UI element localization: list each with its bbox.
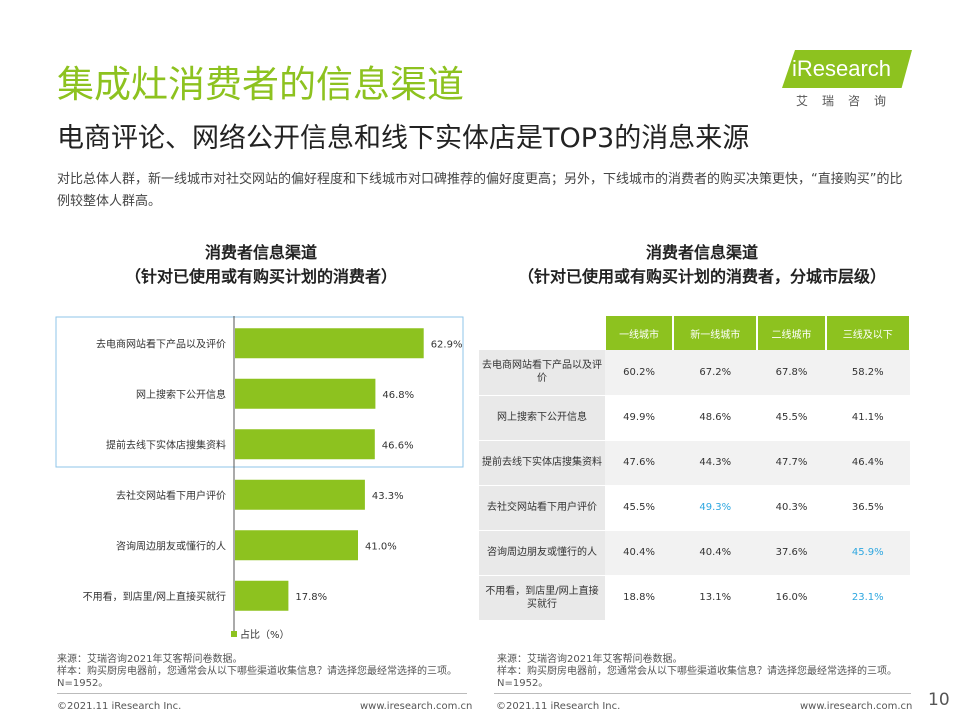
category-label: 不用看，到店里/网上直接买就行 [83, 590, 226, 603]
left-chart-title-line2: （针对已使用或有购买计划的消费者） [124, 267, 397, 286]
table-cell: 36.5% [825, 485, 910, 531]
legend-label: 占比（%） [240, 628, 290, 641]
data-label: 17.8% [295, 592, 327, 603]
bar [235, 580, 289, 611]
table-column-header: 一线城市 [605, 316, 675, 350]
bar [235, 479, 365, 510]
table-cell: 40.3% [757, 485, 826, 531]
left-chart-title-line1: 消费者信息渠道 [204, 243, 317, 262]
table-row-label: 去电商网站看下产品以及评价 [479, 350, 605, 396]
bar [235, 429, 375, 460]
source-line2: 样本：购买厨房电器前，您通常会从以下哪些渠道收集信息？请选择您最经常选择的三项。… [57, 666, 457, 689]
left-chart-title: 消费者信息渠道 （针对已使用或有购买计划的消费者） [56, 241, 466, 289]
table-cell: 67.8% [757, 350, 826, 396]
table-cell: 60.2% [605, 350, 674, 396]
legend-swatch [231, 631, 237, 637]
description-text: 对比总体人群，新一线城市对社交网站的偏好程度和下线城市对口碑推荐的偏好度更高；另… [57, 172, 903, 209]
right-chart-title-line2: （针对已使用或有购买计划的消费者，分城市层级） [517, 267, 886, 286]
city-tier-table: 一线城市 新一线城市 二线城市 三线及以下 去电商网站看下产品以及评价 60.2% 67.… [479, 316, 912, 621]
page-subtitle: 电商评论、网络公开信息和线下实体店是TOP3的消息来源 [57, 123, 750, 154]
table-cell: 18.8% [605, 575, 674, 621]
table-column-header: 二线城市 [757, 316, 827, 350]
page-number: 10 [928, 690, 950, 710]
table-cell: 49.9% [605, 395, 674, 441]
footer-copyright-left: ©2021.11 iResearch Inc. [57, 701, 182, 712]
bar [235, 328, 424, 359]
table-row: 不用看，到店里/网上直接买就行 18.8% 13.1% 16.0% 23.1% [479, 575, 910, 621]
bar [235, 530, 358, 561]
data-label: 62.9% [431, 339, 463, 350]
page-title: 集成灶消费者的信息渠道 [57, 63, 464, 106]
iresearch-logo: iResearch 艾瑞咨询 [772, 50, 917, 108]
table-row-label: 去社交网站看下用户评价 [479, 485, 605, 531]
table-cell: 16.0% [757, 575, 826, 621]
table-cell: 45.9% [825, 530, 910, 576]
table-cell: 67.2% [673, 350, 758, 396]
table-column-header: 三线及以下 [825, 316, 912, 350]
footer-copyright-right: ©2021.11 iResearch Inc. [496, 701, 621, 712]
table-cell: 48.6% [673, 395, 758, 441]
table-cell: 49.3% [673, 485, 758, 531]
data-label: 43.3% [372, 491, 404, 502]
right-chart-title: 消费者信息渠道 （针对已使用或有购买计划的消费者，分城市层级） [482, 241, 922, 289]
table-row-label: 咨询周边朋友或懂行的人 [479, 530, 605, 576]
table-cell: 45.5% [757, 395, 826, 441]
right-chart-title-line1: 消费者信息渠道 [645, 243, 758, 262]
category-label: 提前去线下实体店搜集资料 [106, 438, 226, 451]
footer-divider-right [494, 693, 911, 694]
footer-url-right: www.iresearch.com.cn [800, 701, 913, 712]
table-cell: 47.6% [605, 440, 674, 486]
table-row: 提前去线下实体店搜集资料 47.6% 44.3% 47.7% 46.4% [479, 440, 910, 486]
table-cell: 41.1% [825, 395, 910, 441]
table-row: 网上搜索下公开信息 49.9% 48.6% 45.5% 41.1% [479, 395, 910, 441]
logo-cn-text: 艾瑞咨询 [796, 94, 901, 108]
table-row-label: 提前去线下实体店搜集资料 [479, 440, 605, 486]
table-column-header: 新一线城市 [673, 316, 759, 350]
bar-chart: 去电商网站看下产品以及评价 62.9% 网上搜索下公开信息 46.8% 提前去线下实体店… [55, 316, 464, 641]
bar [235, 378, 376, 409]
source-line2: 样本：购买厨房电器前，您通常会从以下哪些渠道收集信息？请选择您最经常选择的三项。… [497, 666, 897, 689]
table-row-label: 网上搜索下公开信息 [479, 395, 605, 441]
table-row: 去电商网站看下产品以及评价 60.2% 67.2% 67.8% 58.2% [479, 350, 910, 396]
table-cell: 58.2% [825, 350, 910, 396]
footer-url-left: www.iresearch.com.cn [360, 701, 473, 712]
logo-text: iResearch [792, 56, 892, 81]
source-note-right: 来源：艾瑞咨询2021年艾客帮问卷数据。 样本：购买厨房电器前，您通常会从以下哪… [497, 654, 917, 690]
data-label: 46.6% [382, 440, 414, 451]
source-note-left: 来源：艾瑞咨询2021年艾客帮问卷数据。 样本：购买厨房电器前，您通常会从以下哪… [57, 654, 477, 690]
table-row: 去社交网站看下用户评价 45.5% 49.3% 40.3% 36.5% [479, 485, 910, 531]
table-cell: 46.4% [825, 440, 910, 486]
table-cell: 37.6% [757, 530, 826, 576]
table-cell: 47.7% [757, 440, 826, 486]
table-cell: 23.1% [825, 575, 910, 621]
table-cell: 40.4% [605, 530, 674, 576]
table-cell: 13.1% [673, 575, 758, 621]
data-label: 46.8% [382, 390, 414, 401]
category-label: 去电商网站看下产品以及评价 [96, 337, 226, 350]
top3-highlight-frame [55, 316, 464, 468]
table-row-label: 不用看，到店里/网上直接买就行 [479, 575, 605, 621]
table-cell: 44.3% [673, 440, 758, 486]
source-line1: 来源：艾瑞咨询2021年艾客帮问卷数据。 [497, 654, 683, 665]
data-label: 41.0% [365, 541, 397, 552]
category-label: 咨询周边朋友或懂行的人 [116, 539, 226, 552]
footer-divider-left [57, 693, 467, 694]
table-cell: 40.4% [673, 530, 758, 576]
category-label: 去社交网站看下用户评价 [116, 489, 226, 502]
source-line1: 来源：艾瑞咨询2021年艾客帮问卷数据。 [57, 654, 243, 665]
category-label: 网上搜索下公开信息 [136, 388, 226, 401]
table-row: 咨询周边朋友或懂行的人 40.4% 40.4% 37.6% 45.9% [479, 530, 910, 576]
table-cell: 45.5% [605, 485, 674, 531]
table-corner [479, 316, 606, 350]
